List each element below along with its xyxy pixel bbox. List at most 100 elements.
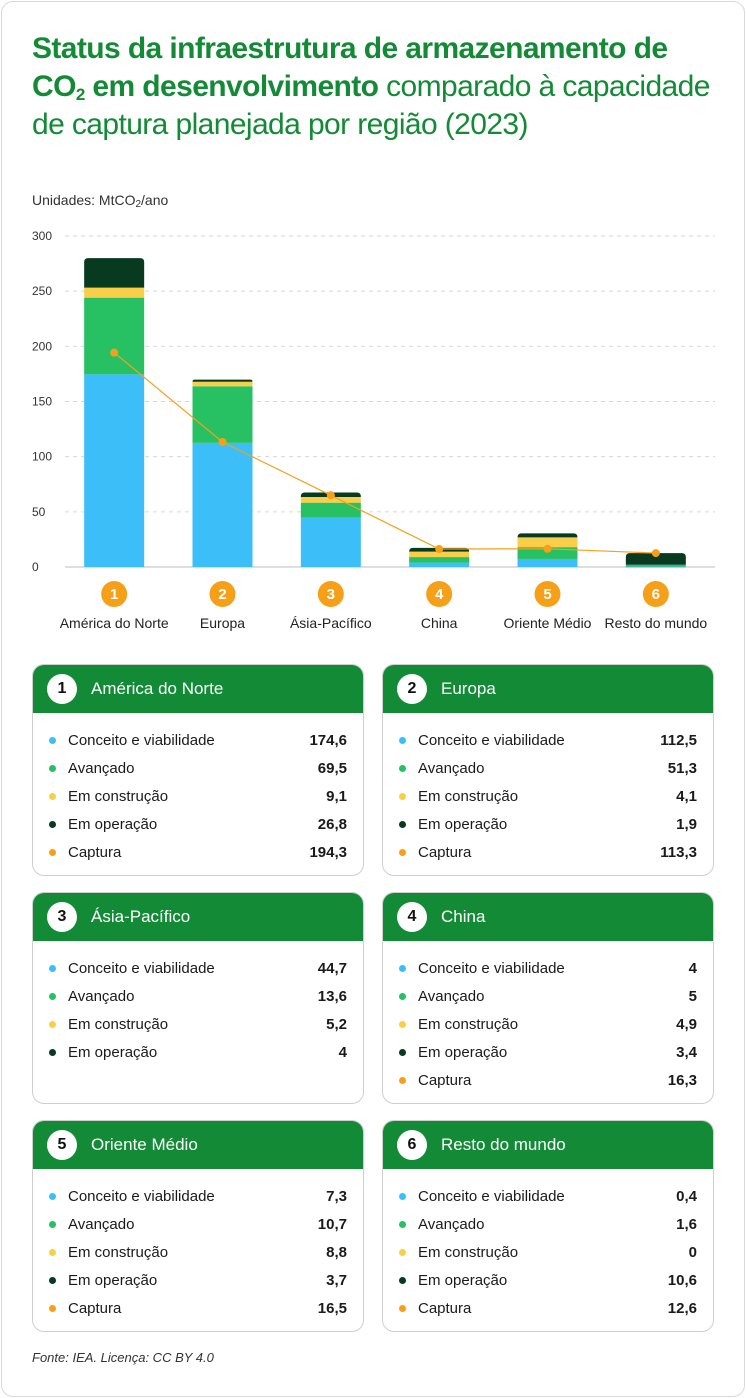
- value-row-label: Em construção: [68, 1015, 169, 1033]
- capture-point: [543, 544, 552, 553]
- category-label: Europa: [200, 615, 245, 631]
- legend-dot-icon: [399, 964, 406, 972]
- bar-segment: [625, 553, 686, 565]
- bar-segment: [517, 558, 578, 567]
- region-card-number: 2: [397, 674, 427, 704]
- bar-segment: [300, 517, 361, 567]
- value-row: Em construção 4,1: [399, 782, 697, 810]
- value-row-label: Captura: [68, 1299, 122, 1317]
- bar-segment: [84, 287, 145, 298]
- y-tick-label: 200: [32, 339, 52, 353]
- value-row-value: 4: [338, 1043, 347, 1061]
- value-row-label: Conceito e viabilidade: [418, 959, 565, 977]
- legend-dot-icon: [49, 1248, 56, 1256]
- y-tick-label: 0: [32, 560, 39, 574]
- region-card-number: 6: [397, 1130, 427, 1160]
- value-row-label: Em operação: [418, 1043, 508, 1061]
- value-row: Em operação 3,7: [49, 1266, 347, 1294]
- region-card-number: 4: [397, 902, 427, 932]
- category-label: China: [421, 615, 458, 631]
- region-card-body: Conceito e viabilidade 44,7 Avançado 13,6 Em…: [33, 941, 363, 1066]
- region-badge-number: 4: [435, 586, 444, 603]
- value-row-label: Em construção: [418, 787, 519, 805]
- value-row-value: 10,7: [317, 1215, 347, 1233]
- value-row-label: Em operação: [68, 1043, 158, 1061]
- title-rest-text: comparado à capacidade de captura planej…: [32, 70, 710, 141]
- title-bold-text: Status da infraestrutura de armazenament…: [32, 32, 668, 103]
- value-row-value: 4,1: [676, 787, 697, 805]
- value-row-value: 16,3: [667, 1071, 697, 1089]
- value-row-value: 174,6: [309, 731, 347, 749]
- value-row-value: 9,1: [326, 787, 347, 805]
- region-card: 4 China Conceito e viabilidade 4 Avançado 5 Em…: [382, 892, 714, 1104]
- region-card: 1 América do Norte Conceito e viabilidade 1…: [32, 664, 364, 876]
- capture-line: [113, 352, 656, 554]
- region-card-number: 5: [47, 1130, 77, 1160]
- value-row: Captura 16,5: [49, 1294, 347, 1322]
- legend-dot-icon: [49, 1020, 56, 1028]
- legend-dot-icon: [399, 1020, 406, 1028]
- value-row-value: 8,8: [326, 1243, 347, 1261]
- region-card-header: 6 Resto do mundo: [383, 1121, 713, 1169]
- value-row: Avançado 51,3: [399, 754, 697, 782]
- legend-dot-icon: [399, 1276, 406, 1284]
- bar-segment: [192, 381, 253, 387]
- bar-segment: [192, 442, 253, 567]
- value-row: Em operação 1,9: [399, 810, 697, 838]
- value-row: Avançado 13,6: [49, 982, 347, 1010]
- bar-segment: [300, 496, 361, 503]
- value-row: Avançado 5: [399, 982, 697, 1010]
- region-card: 5 Oriente Médio Conceito e viabilidade 7,3 A…: [32, 1120, 364, 1332]
- legend-dot-icon: [49, 736, 56, 744]
- bar-segment: [409, 557, 470, 563]
- legend-dot-icon: [399, 1048, 406, 1056]
- value-row-label: Captura: [68, 843, 122, 861]
- legend-dot-icon: [49, 1220, 56, 1228]
- region-card: 2 Europa Conceito e viabilidade 112,5 Avança…: [382, 664, 714, 876]
- value-row-value: 0: [688, 1243, 697, 1261]
- value-row-value: 13,6: [317, 987, 347, 1005]
- value-row-label: Avançado: [68, 987, 135, 1005]
- value-row-label: Captura: [418, 843, 472, 861]
- value-row: Conceito e viabilidade 7,3: [49, 1182, 347, 1210]
- bar-segment: [409, 551, 470, 558]
- region-card-title: Ásia-Pacífico: [91, 907, 191, 926]
- region-card-title: Oriente Médio: [91, 1135, 198, 1154]
- title-bold-end: em desenvolvimento: [84, 70, 379, 103]
- value-row-value: 113,3: [660, 843, 697, 861]
- y-tick-label: 100: [32, 450, 52, 464]
- legend-dot-icon: [49, 1304, 56, 1312]
- value-row: Em operação 10,6: [399, 1266, 697, 1294]
- value-row: Em construção 8,8: [49, 1238, 347, 1266]
- region-card-title: Resto do mundo: [441, 1135, 566, 1154]
- region-card-number: 3: [47, 902, 77, 932]
- value-row-value: 51,3: [667, 759, 697, 777]
- region-card-title: Europa: [441, 679, 496, 698]
- region-badge-number: 5: [543, 586, 551, 603]
- value-row-value: 0,4: [676, 1187, 697, 1205]
- value-row-value: 16,5: [317, 1299, 347, 1317]
- value-row-value: 4,9: [676, 1015, 697, 1033]
- legend-dot-icon: [399, 792, 406, 800]
- source-note: Fonte: IEA. Licença: CC BY 4.0: [32, 1350, 214, 1365]
- chart-title: Status da infraestrutura de armazenament…: [32, 30, 722, 144]
- units-label: Unidades: MtCO2/ano: [32, 192, 168, 210]
- bar-segment: [517, 547, 578, 559]
- value-row: Captura 194,3: [49, 838, 347, 866]
- legend-dot-icon: [399, 1076, 406, 1084]
- bar-segment: [192, 379, 253, 382]
- value-row: Avançado 1,6: [399, 1210, 697, 1238]
- legend-dot-icon: [49, 764, 56, 772]
- capture-point: [218, 437, 227, 446]
- units-prefix: Unidades: MtCO: [32, 192, 136, 208]
- region-badge: [101, 581, 128, 607]
- value-row-value: 3,4: [676, 1043, 697, 1061]
- value-row: Conceito e viabilidade 4: [399, 954, 697, 982]
- value-row-label: Avançado: [68, 759, 135, 777]
- region-badge: [317, 581, 344, 607]
- region-card-body: Conceito e viabilidade 112,5 Avançado 51,3 E…: [383, 713, 713, 866]
- region-badge-number: 2: [218, 586, 226, 603]
- region-card: 3 Ásia-Pacífico Conceito e viabilidade 44,7…: [32, 892, 364, 1104]
- value-row-value: 69,5: [317, 759, 347, 777]
- value-row-value: 44,7: [317, 959, 347, 977]
